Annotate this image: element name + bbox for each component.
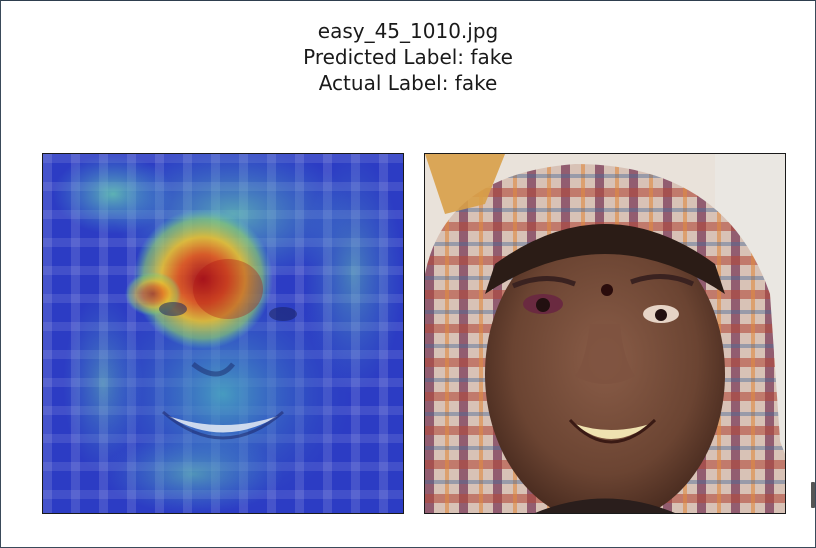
actual-label: Actual Label: fake bbox=[318, 71, 498, 95]
figure-title: easy_45_1010.jpg Predicted Label: fake A… bbox=[0, 18, 816, 96]
predicted-label: Predicted Label: fake bbox=[303, 45, 513, 69]
heatmap-overlay-image bbox=[42, 153, 404, 514]
scrollbar-handle[interactable] bbox=[811, 482, 815, 508]
original-face-image bbox=[424, 153, 786, 514]
filename-label: easy_45_1010.jpg bbox=[317, 19, 499, 43]
